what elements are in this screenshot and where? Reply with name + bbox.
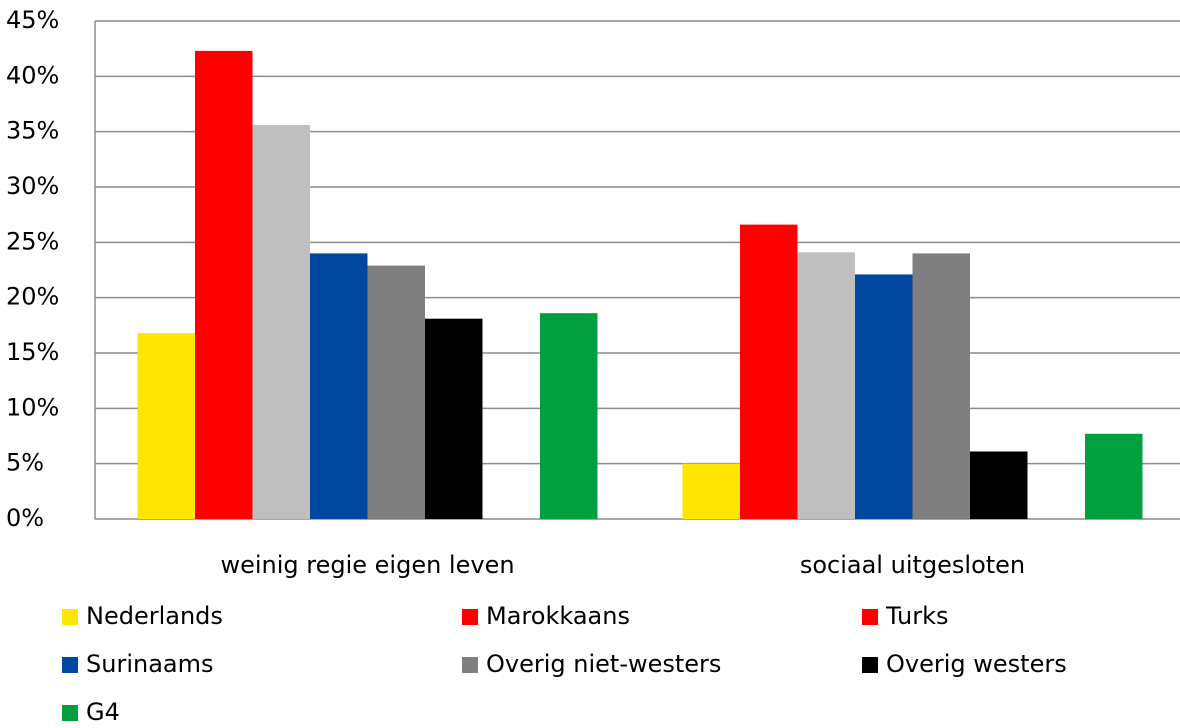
bar — [195, 50, 253, 519]
x-tick-label: weinig regie eigen leven — [220, 551, 514, 579]
legend-label: Overig westers — [886, 650, 1067, 678]
legend-swatch — [862, 609, 878, 625]
y-tick-label: 40% — [6, 61, 59, 89]
bar — [970, 451, 1028, 519]
y-tick-label: 35% — [6, 117, 59, 145]
legend-swatch — [462, 657, 478, 673]
bar — [367, 265, 425, 519]
y-tick-label: 30% — [6, 172, 59, 200]
bar — [855, 274, 913, 519]
bar — [682, 463, 740, 519]
bar — [310, 253, 368, 519]
bar — [1085, 433, 1143, 519]
x-tick-label: sociaal uitgesloten — [800, 551, 1025, 579]
legend-label: Surinaams — [86, 650, 214, 678]
y-tick-label: 20% — [6, 283, 59, 311]
bar — [137, 333, 195, 519]
y-tick-label: 45% — [6, 6, 59, 34]
legend-swatch — [62, 609, 78, 625]
legend-swatch — [862, 657, 878, 673]
y-tick-label: 15% — [6, 338, 59, 366]
legend-label: Nederlands — [86, 602, 223, 630]
legend-label: Marokkaans — [486, 602, 630, 630]
legend-label: Turks — [885, 602, 949, 630]
bar — [252, 125, 310, 519]
y-tick-label: 10% — [6, 393, 59, 421]
legend-swatch — [62, 657, 78, 673]
legend-swatch — [62, 705, 78, 721]
y-tick-label: 0% — [6, 504, 44, 532]
bar — [425, 318, 483, 519]
y-tick-label: 25% — [6, 227, 59, 255]
bar — [912, 253, 970, 519]
bar — [540, 313, 598, 519]
legend-label: Overig niet-westers — [486, 650, 721, 678]
bar — [740, 224, 798, 520]
y-tick-label: 5% — [6, 449, 44, 477]
legend-label: G4 — [86, 698, 120, 726]
bar — [797, 252, 855, 519]
legend-swatch — [462, 609, 478, 625]
